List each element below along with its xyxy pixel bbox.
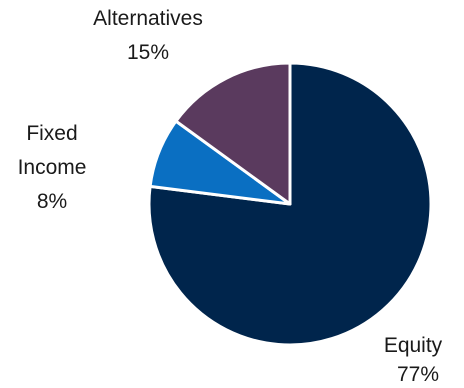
label-alternatives-name: Alternatives xyxy=(93,7,203,30)
label-fixed-income-line1: Fixed xyxy=(26,122,77,145)
pie-slice-equity xyxy=(147,61,433,347)
pie-slices xyxy=(147,61,433,347)
label-equity-name: Equity xyxy=(384,334,443,357)
label-fixed-income-line2: Income xyxy=(18,156,87,179)
label-equity-value: 77% xyxy=(397,363,439,386)
pie-slice-alternatives xyxy=(174,61,292,206)
label-alternatives-value: 15% xyxy=(127,41,169,64)
label-fixed-income-value: 8% xyxy=(37,190,67,213)
